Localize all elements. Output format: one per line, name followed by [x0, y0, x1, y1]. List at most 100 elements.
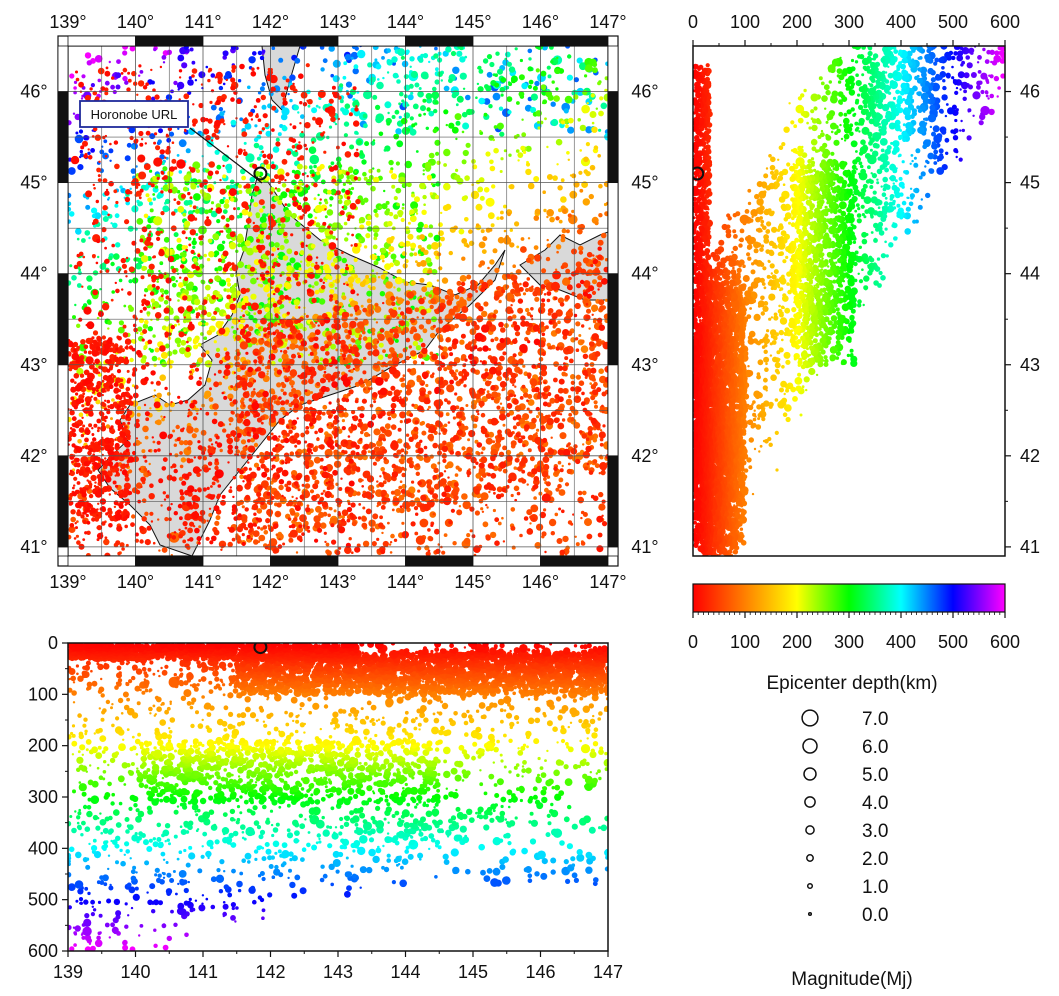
epicenter-dot: [514, 221, 520, 227]
epicenter-dot: [517, 351, 523, 357]
epicenter-dot: [370, 449, 376, 455]
epicenter-dot: [434, 194, 440, 200]
epicenter-dot: [273, 308, 279, 314]
epicenter-dot: [527, 448, 532, 453]
epicenter-dot: [602, 341, 608, 350]
epicenter-dot: [287, 517, 292, 521]
epicenter-dot: [260, 239, 265, 244]
epicenter-dot: [206, 377, 212, 383]
epicenter-dot: [359, 437, 363, 442]
epicenter-dot: [351, 551, 354, 554]
epicenter-dot: [441, 277, 449, 284]
epicenter-dot: [591, 304, 599, 312]
epicenter-dot: [281, 429, 288, 436]
epicenter-dot: [265, 234, 271, 240]
epicenter-dot: [248, 314, 254, 321]
epicenter-dot: [358, 379, 364, 385]
epicenter-dot: [152, 541, 156, 545]
epicenter-dot: [349, 320, 357, 329]
epicenter-dot: [176, 81, 185, 90]
epicenter-dot: [400, 466, 405, 471]
epicenter-dot: [214, 275, 221, 282]
epicenter-dot: [518, 74, 525, 81]
epicenter-dot: [279, 294, 285, 300]
epicenter-dot: [289, 369, 298, 377]
epicenter-dot: [198, 225, 207, 235]
epicenter-dot: [601, 410, 605, 414]
epicenter-dot: [553, 95, 560, 102]
epicenter-dot: [525, 168, 532, 176]
epicenter-dot: [478, 97, 486, 105]
epicenter-dot: [122, 50, 128, 56]
epicenter-dot: [593, 145, 599, 150]
epicenter-dot: [127, 304, 133, 310]
epicenter-dot: [147, 197, 153, 203]
epicenter-dot: [321, 501, 328, 508]
epicenter-dot: [341, 419, 345, 423]
epicenter-dot: [396, 449, 402, 455]
epicenter-dot: [143, 467, 148, 472]
epicenter-dot: [437, 543, 441, 546]
epicenter-dot: [575, 348, 580, 353]
epicenter-dot: [396, 316, 400, 320]
epicenter-dot: [541, 392, 546, 397]
epicenter-dot: [152, 440, 156, 444]
epicenter-dot: [436, 160, 441, 165]
epicenter-dot: [79, 373, 85, 378]
epicenter-dot: [289, 380, 295, 386]
epicenter-dot: [257, 496, 262, 501]
epicenter-dot: [367, 215, 372, 221]
epicenter-dot: [421, 430, 427, 436]
epicenter-dot: [543, 208, 547, 213]
epicenter-dot: [586, 102, 589, 105]
epicenter-dot: [470, 190, 480, 200]
epicenter-dot: [532, 85, 538, 91]
epicenter-dot: [398, 102, 401, 106]
epicenter-dot: [157, 357, 161, 361]
epicenter-dot: [335, 311, 340, 316]
epicenter-dot: [192, 344, 199, 350]
epicenter-dot: [531, 285, 534, 288]
epicenter-dot: [367, 433, 371, 437]
epicenter-dot: [356, 293, 359, 296]
epicenter-dot: [386, 71, 390, 74]
epicenter-dot: [348, 168, 354, 174]
epicenter-dot: [161, 417, 165, 422]
epicenter-dot: [316, 437, 320, 440]
epicenter-dot: [400, 377, 405, 382]
epicenter-dot: [366, 475, 375, 483]
epicenter-dot: [589, 99, 592, 102]
epicenter-dot: [591, 67, 598, 74]
epicenter-dot: [411, 480, 415, 484]
epicenter-dot: [388, 347, 395, 353]
epicenter-dot: [387, 390, 393, 396]
epicenter-dot: [192, 237, 196, 241]
epicenter-dot: [294, 57, 301, 64]
epicenter-dot: [520, 246, 527, 253]
epicenter-dot: [144, 319, 149, 325]
epicenter-dot: [267, 524, 271, 528]
epicenter-dot: [387, 521, 390, 525]
epicenter-dot: [501, 516, 504, 520]
epicenter-dot: [406, 457, 413, 464]
epicenter-dot: [570, 374, 576, 380]
epicenter-dot: [258, 135, 262, 138]
epicenter-dot: [180, 339, 187, 346]
epicenter-dot: [314, 430, 318, 435]
epicenter-dot: [528, 409, 533, 414]
epicenter-dot: [553, 417, 560, 424]
epicenter-dot: [343, 61, 348, 66]
epicenter-dot: [399, 396, 402, 399]
epicenter-dot: [176, 154, 180, 157]
epicenter-dot: [110, 298, 114, 302]
epicenter-dot: [258, 199, 265, 206]
epicenter-dot: [296, 281, 301, 287]
epicenter-dot: [204, 284, 211, 291]
epicenter-dot: [76, 510, 82, 517]
epicenter-dot: [491, 184, 496, 189]
epicenter-dot: [503, 236, 512, 245]
epicenter-dot: [324, 279, 328, 283]
epicenter-dot: [332, 75, 340, 83]
epicenter-dot: [129, 357, 134, 363]
epicenter-dot: [361, 522, 368, 529]
